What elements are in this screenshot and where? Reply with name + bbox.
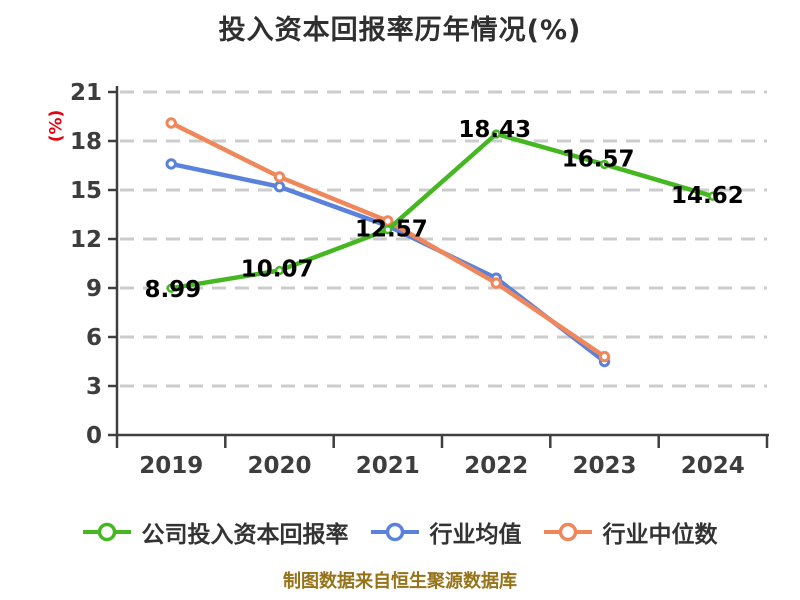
data-point [274,265,285,276]
svg-text:2022: 2022 [464,453,528,479]
svg-text:10.07: 10.07 [241,257,314,283]
svg-text:2024: 2024 [681,453,745,479]
svg-text:12.57: 12.57 [355,217,428,243]
legend: 公司投入资本回报率 行业均值 行业中位数 [0,515,800,549]
data-point [599,159,610,170]
series-data-labels: 8.99 10.07 12.57 18.43 16.57 14.62 [144,117,743,303]
data-point [273,171,286,183]
svg-text:8.99: 8.99 [144,277,201,303]
legend-marker-icon [543,522,592,542]
legend-item-1[interactable]: 行业均值 [370,515,522,549]
svg-text:12: 12 [70,227,102,253]
svg-text:2021: 2021 [356,453,420,479]
svg-text:21: 21 [70,80,102,106]
chart-title: 投入资本回报率历年情况(%) [218,15,582,46]
svg-text:18.43: 18.43 [458,117,531,143]
data-point [273,181,286,193]
series-line-公司投入资本回报率 [166,129,718,293]
data-point [598,350,611,363]
legend-item-2[interactable]: 行业中位数 [543,515,718,549]
data-point [165,158,177,170]
data-point [490,277,502,289]
y-axis-tick-labels: 0 3 6 9 12 15 18 21 [70,80,102,449]
svg-text:16.57: 16.57 [562,146,635,172]
svg-text:14.62: 14.62 [671,183,744,209]
legend-label: 行业中位数 [602,522,718,548]
data-point [165,117,177,129]
svg-text:2023: 2023 [572,453,636,479]
data-point [708,191,718,201]
data-point [166,283,176,293]
svg-text:6: 6 [86,325,102,351]
svg-text:3: 3 [86,374,102,400]
data-point [383,225,393,235]
grid-lines [120,90,767,388]
legend-marker-icon [82,522,131,542]
legend-item-0[interactable]: 公司投入资本回报率 [82,515,349,549]
data-point [491,129,501,139]
svg-text:2020: 2020 [247,453,311,479]
axes [108,86,769,448]
svg-text:18: 18 [70,129,102,155]
x-axis-tick-labels: 2019 2020 2021 2022 2023 2024 [139,453,745,479]
svg-text:0: 0 [86,423,102,449]
svg-text:15: 15 [70,178,102,204]
data-source-caption: 制图数据来自恒生聚源数据库 [283,571,517,592]
svg-text:9: 9 [86,276,102,302]
plot-area: 0 3 6 9 12 15 18 21 2019 2020 2021 2022 2023 2024 8.99… [70,80,769,479]
legend-label: 公司投入资本回报率 [141,522,349,548]
svg-text:2019: 2019 [139,453,203,479]
legend-marker-icon [370,522,419,542]
legend-label: 行业均值 [429,522,522,548]
